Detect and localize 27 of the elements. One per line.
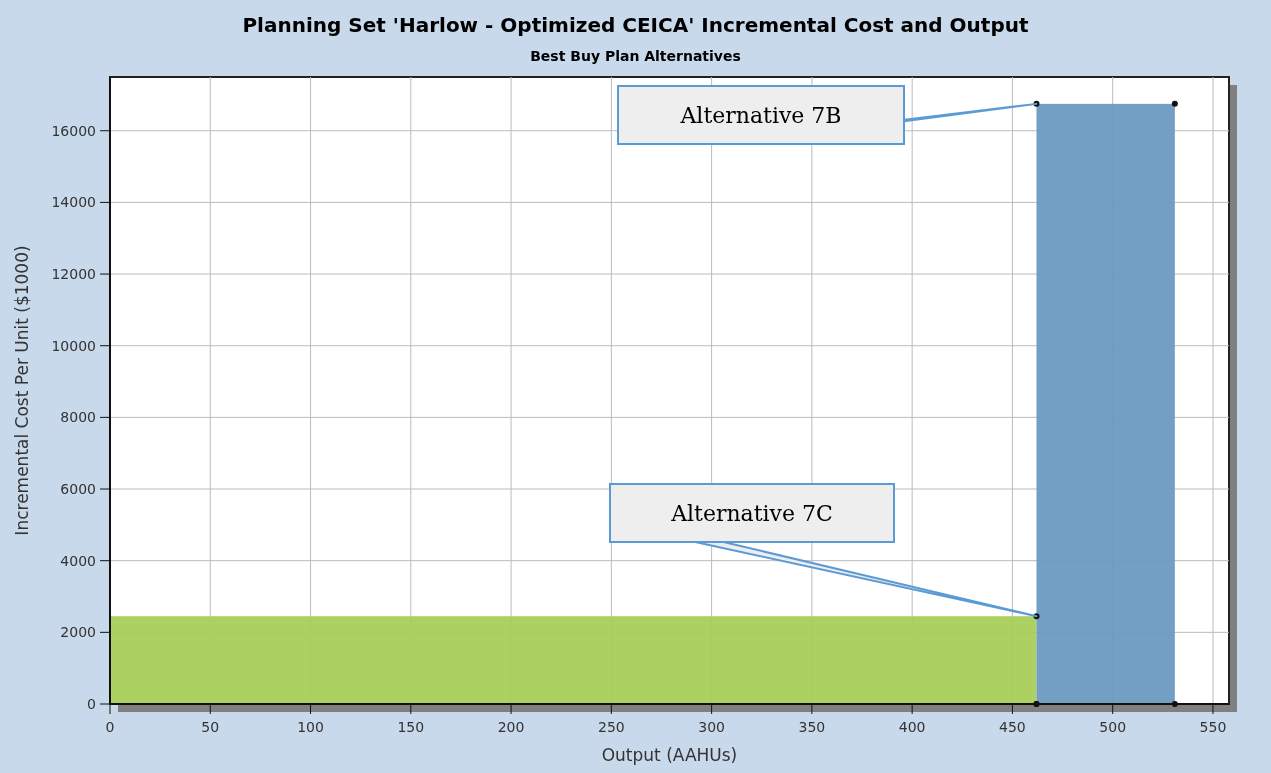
y-tick-label: 0	[87, 696, 96, 712]
annotation: Alternative 7B	[679, 103, 842, 128]
x-tick-label: 300	[698, 719, 725, 735]
x-tick-label: 100	[297, 719, 324, 735]
x-tick-label: 350	[798, 719, 826, 735]
x-tick-label: 450	[999, 719, 1026, 735]
x-tick-label: 250	[597, 719, 625, 735]
y-tick-label: 12000	[51, 266, 96, 283]
chart-subtitle: Best Buy Plan Alternatives	[530, 48, 741, 64]
x-tick-label: 400	[898, 719, 926, 735]
y-tick-label: 10000	[51, 337, 96, 354]
chart-title: Planning Set 'Harlow - Optimized CEICA' Incremental Cost and Output	[242, 13, 1029, 37]
y-tick-label: 4000	[60, 552, 96, 569]
x-tick-label: 550	[1199, 719, 1227, 735]
x-tick-label: 200	[497, 719, 525, 735]
x-tick-label: 150	[397, 719, 425, 735]
x-tick-label: 500	[1099, 719, 1127, 735]
y-tick-label: 16000	[51, 122, 96, 139]
x-tick-label: 0	[105, 719, 115, 735]
y-axis-title: Incremental Cost Per Unit ($1000)	[12, 245, 32, 536]
x-axis-title: Output (AAHUs)	[601, 745, 738, 765]
y-tick-label: 8000	[60, 409, 96, 426]
y-tick-label: 2000	[60, 624, 96, 641]
y-tick-label: 6000	[60, 481, 96, 498]
x-tick-label: 50	[201, 719, 220, 735]
annotation: Alternative 7C	[670, 501, 833, 526]
y-tick-label: 14000	[51, 194, 96, 211]
